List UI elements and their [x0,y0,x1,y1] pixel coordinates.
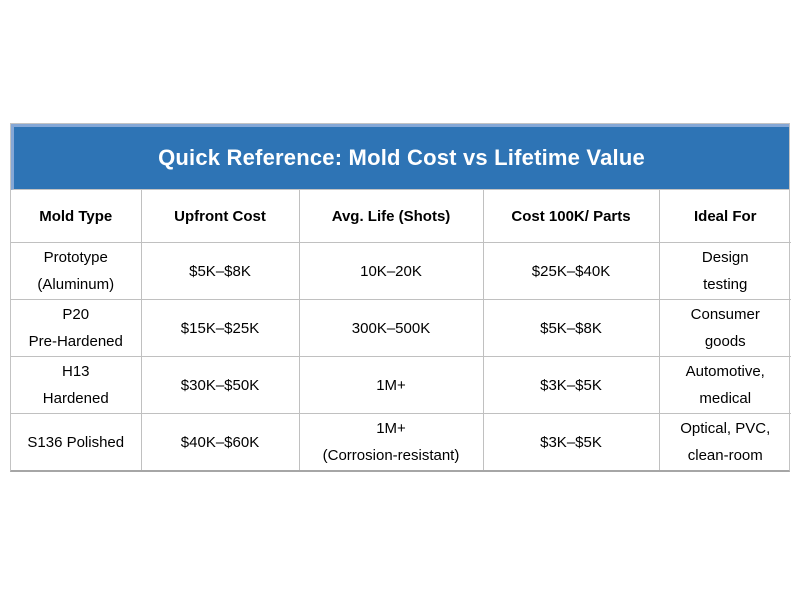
table-title-bar: Quick Reference: Mold Cost vs Lifetime V… [11,124,789,190]
table-row-prototype-aluminum: Prototype (Aluminum) $5K–$8K 10K–20K $25… [10,242,792,300]
header-upfront-cost: Upfront Cost [140,189,300,243]
cell-avg-life: 10K–20K [298,242,484,300]
table-title: Quick Reference: Mold Cost vs Lifetime V… [158,145,645,170]
cell-cost-100k-parts: $25K–$40K [482,242,660,300]
cell-mold-type: H13 Hardened [10,356,142,414]
header-row: Mold Type Upfront Cost Avg. Life (Shots)… [10,189,792,243]
cell-upfront-cost: $40K–$60K [140,413,300,471]
cell-mold-type: Prototype (Aluminum) [10,242,142,300]
header-cost-100k-parts: Cost 100K/ Parts [482,189,660,243]
table-row-p20-pre-hardened: P20 Pre-Hardened $15K–$25K 300K–500K $5K… [10,299,792,357]
table-row-h13-hardened: H13 Hardened $30K–$50K 1M+ $3K–$5K Autom… [10,356,792,414]
cell-cost-100k-parts: $3K–$5K [482,413,660,471]
cell-upfront-cost: $5K–$8K [140,242,300,300]
cell-avg-life: 300K–500K [298,299,484,357]
cell-mold-type: S136 Polished [10,413,142,471]
cell-upfront-cost: $30K–$50K [140,356,300,414]
cell-avg-life: 1M+ [298,356,484,414]
cell-cost-100k-parts: $5K–$8K [482,299,660,357]
header-ideal-for: Ideal For [658,189,792,243]
cell-upfront-cost: $15K–$25K [140,299,300,357]
table-row-s136-polished: S136 Polished $40K–$60K 1M+ (Corrosion-r… [10,413,792,471]
reference-table: Mold Type Upfront Cost Avg. Life (Shots)… [10,189,792,471]
cell-avg-life: 1M+ (Corrosion-resistant) [298,413,484,471]
cell-ideal-for: Consumer goods [658,299,792,357]
cell-ideal-for: Automotive, medical [658,356,792,414]
header-avg-life: Avg. Life (Shots) [298,189,484,243]
cell-ideal-for: Design testing [658,242,792,300]
cell-mold-type: P20 Pre-Hardened [10,299,142,357]
reference-table-card: Quick Reference: Mold Cost vs Lifetime V… [10,123,792,472]
cell-ideal-for: Optical, PVC, clean-room [658,413,792,471]
header-mold-type: Mold Type [10,189,142,243]
cell-cost-100k-parts: $3K–$5K [482,356,660,414]
